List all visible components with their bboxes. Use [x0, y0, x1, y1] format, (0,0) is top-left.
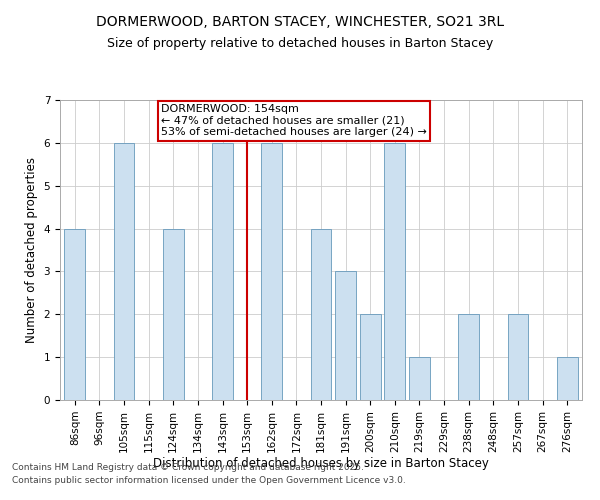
Text: DORMERWOOD: 154sqm
← 47% of detached houses are smaller (21)
53% of semi-detache: DORMERWOOD: 154sqm ← 47% of detached hou… [161, 104, 427, 138]
Bar [409, 357, 430, 400]
Text: Contains HM Land Registry data © Crown copyright and database right 2025.: Contains HM Land Registry data © Crown c… [12, 464, 364, 472]
Text: Size of property relative to detached houses in Barton Stacey: Size of property relative to detached ho… [107, 38, 493, 51]
Bar [311, 228, 331, 400]
Bar [212, 143, 233, 400]
Bar [360, 314, 381, 400]
Bar [385, 143, 406, 400]
Bar [261, 143, 282, 400]
Text: Contains public sector information licensed under the Open Government Licence v3: Contains public sector information licen… [12, 476, 406, 485]
Bar [64, 228, 85, 400]
Bar [113, 143, 134, 400]
X-axis label: Distribution of detached houses by size in Barton Stacey: Distribution of detached houses by size … [153, 458, 489, 470]
Y-axis label: Number of detached properties: Number of detached properties [25, 157, 38, 343]
Bar [557, 357, 578, 400]
Bar [508, 314, 529, 400]
Bar [458, 314, 479, 400]
Text: DORMERWOOD, BARTON STACEY, WINCHESTER, SO21 3RL: DORMERWOOD, BARTON STACEY, WINCHESTER, S… [96, 15, 504, 29]
Bar [163, 228, 184, 400]
Bar [335, 272, 356, 400]
